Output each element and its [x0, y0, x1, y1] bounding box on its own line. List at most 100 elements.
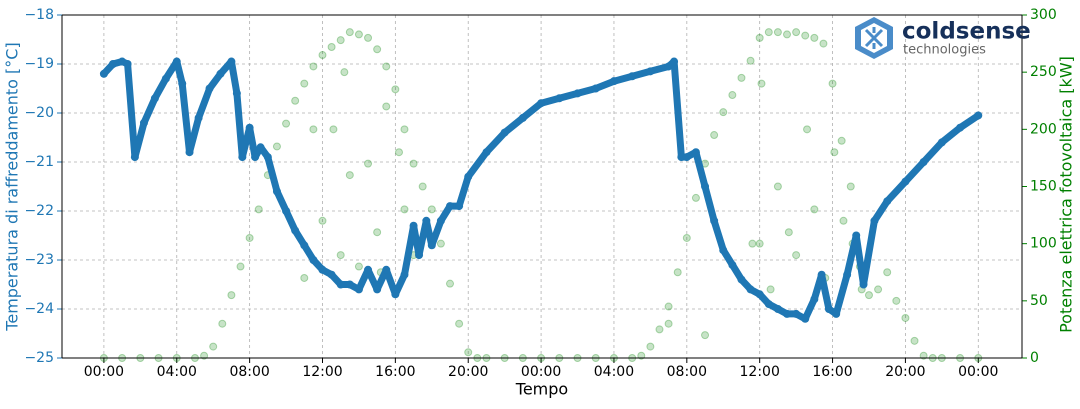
- temperature-point: [272, 187, 281, 196]
- temperature-point: [937, 138, 946, 147]
- pv-point: [364, 159, 373, 168]
- temperature-point: [309, 256, 318, 264]
- temperature-point: [801, 314, 810, 323]
- x-tick-label: 16:00: [375, 364, 415, 380]
- pv-point: [757, 79, 766, 88]
- pv-point: [218, 319, 227, 328]
- temperature-point: [99, 69, 108, 78]
- y-tick-label: −19: [24, 56, 54, 72]
- pv-point: [354, 30, 363, 39]
- temperature-point: [883, 197, 892, 206]
- temperature-point: [282, 207, 291, 215]
- temperature-point: [701, 182, 710, 191]
- temperature-point: [919, 158, 928, 166]
- temperature-point: [161, 74, 170, 83]
- temperature-point: [573, 89, 582, 98]
- pv-point: [901, 313, 910, 322]
- temperature-point: [792, 309, 801, 318]
- temperature-point: [364, 265, 373, 274]
- x-tick-label: 20:00: [448, 364, 488, 380]
- y2-tick-label: 200: [1030, 121, 1057, 137]
- pv-point: [227, 291, 236, 300]
- pv-point: [464, 348, 473, 357]
- pv-point: [701, 331, 710, 340]
- x-tick-label: 04:00: [157, 364, 197, 380]
- temperature-point: [455, 202, 464, 211]
- temperature-point: [783, 309, 792, 318]
- temperature-point: [373, 285, 382, 294]
- temperature-point: [216, 69, 225, 78]
- pv-point: [309, 62, 318, 71]
- temperature-point: [464, 172, 473, 181]
- temperature-point: [956, 123, 965, 132]
- temperature-point: [318, 265, 327, 274]
- y-tick-label: −25: [24, 350, 54, 366]
- pv-point: [455, 319, 464, 328]
- temperature-point: [354, 285, 363, 294]
- temperature-point: [194, 113, 203, 122]
- temperature-point: [238, 153, 247, 162]
- logo-snowflake: [864, 27, 884, 49]
- temperature-point: [628, 72, 637, 81]
- temperature-point: [832, 309, 841, 318]
- x-axis-label: Tempo: [515, 380, 568, 399]
- pv-point: [830, 148, 839, 157]
- logo-tagline: technologies: [903, 43, 986, 58]
- temperature-point: [728, 260, 737, 269]
- pv-point: [345, 28, 354, 37]
- temperature-point: [415, 251, 424, 260]
- temperature-point: [205, 84, 214, 93]
- temperature-point: [646, 67, 655, 76]
- temperature-point: [185, 148, 194, 157]
- pv-point: [691, 193, 700, 202]
- temperature-point: [345, 280, 354, 289]
- logo-name: coldsense: [902, 19, 1031, 45]
- pv-point: [364, 33, 373, 42]
- pv-point: [336, 36, 345, 45]
- temperature-point: [710, 216, 719, 225]
- pv-point: [837, 136, 846, 145]
- pv-point: [409, 159, 418, 168]
- temperature-point: [664, 62, 673, 71]
- y2-axis-label: Potenza elettrica fotovoltaica [kW]: [1057, 56, 1076, 333]
- pv-point: [755, 239, 764, 248]
- pv-point: [354, 262, 363, 271]
- pv-point: [318, 51, 327, 60]
- temperature-point: [843, 270, 852, 279]
- temperature-point: [409, 221, 418, 230]
- pv-point: [783, 30, 792, 39]
- pv-point: [766, 285, 775, 294]
- pv-point: [327, 43, 336, 52]
- pv-point: [272, 142, 281, 151]
- pv-point: [340, 68, 349, 77]
- pv-point: [864, 291, 873, 300]
- pv-point: [646, 342, 655, 351]
- y-tick-label: −21: [24, 154, 54, 170]
- pv-point: [236, 262, 245, 271]
- pv-point: [345, 171, 354, 180]
- temperature-point: [446, 202, 455, 211]
- pv-point: [637, 351, 646, 360]
- pv-point: [245, 233, 254, 242]
- x-tick-label: 08:00: [229, 364, 269, 380]
- pv-point: [883, 268, 892, 277]
- temperature-point: [859, 280, 868, 289]
- temperature-point: [256, 143, 265, 152]
- x-tick-label: 08:00: [667, 364, 707, 380]
- x-tick-label: 12:00: [302, 364, 342, 380]
- y-tick-label: −24: [24, 301, 54, 317]
- temperature-point: [773, 305, 782, 313]
- pv-point: [810, 33, 819, 42]
- temperature-point: [291, 226, 300, 235]
- temperature-point: [591, 84, 600, 93]
- pv-point: [395, 148, 404, 157]
- temperature-point: [391, 290, 400, 299]
- y-tick-label: −18: [24, 7, 54, 23]
- temperature-point: [227, 57, 236, 66]
- x-tick-label: 20:00: [885, 364, 925, 380]
- y-axis-label: Temperatura di raffreddamento [°C]: [3, 42, 22, 331]
- pv-point: [773, 182, 782, 191]
- temperature-point: [500, 128, 509, 137]
- y2-tick-label: 150: [1030, 179, 1057, 195]
